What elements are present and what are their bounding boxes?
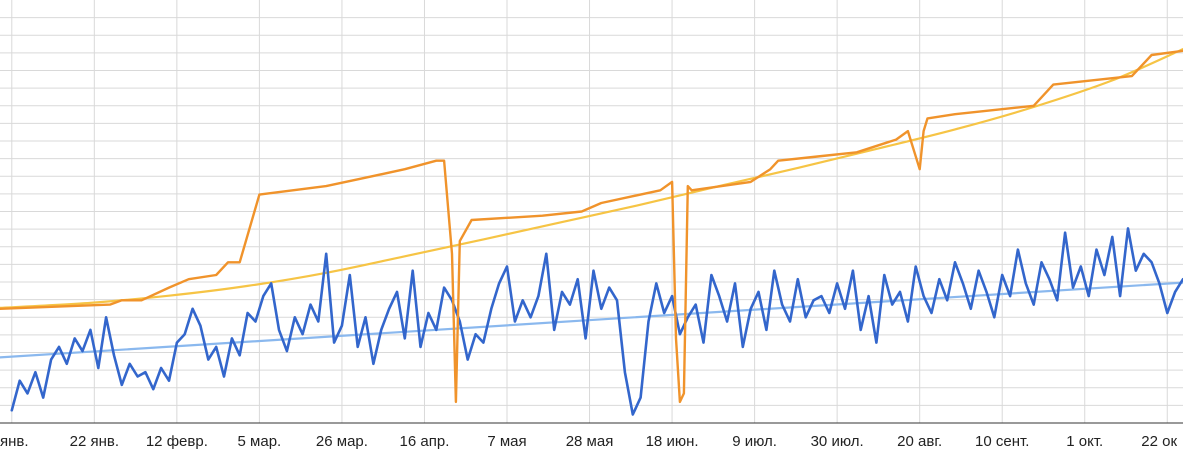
grid (0, 0, 1183, 423)
series-line-cumulative-trend (0, 48, 1183, 309)
x-tick-label: 16 апр. (400, 433, 450, 450)
x-tick-label: 5 мар. (238, 433, 282, 450)
x-tick-label: 9 июл. (732, 433, 777, 450)
x-tick-label: 20 авг. (897, 433, 942, 450)
x-tick-label: 28 мая (566, 433, 614, 450)
x-tick-label: 30 июл. (811, 433, 864, 450)
series-line-daily (10, 227, 1183, 416)
x-tick-label: 22 янв. (70, 433, 119, 450)
x-tick-label: янв. (0, 433, 29, 450)
x-tick-labels: янв. 22 янв. 12 февр. 5 мар. 26 мар. 16 апр. 7… (0, 433, 1177, 450)
x-tick-label: 1 окт. (1066, 433, 1103, 450)
x-tick-label: 10 сент. (975, 433, 1029, 450)
x-tick-label: 12 февр. (146, 433, 208, 450)
series-group (0, 48, 1183, 416)
x-tick-label: 7 мая (487, 433, 526, 450)
x-tick-label: 22 ок (1141, 433, 1177, 450)
x-tick-label: 18 июн. (646, 433, 699, 450)
x-tick-label: 26 мар. (316, 433, 368, 450)
series-line-cumulative (0, 49, 1183, 404)
series-line-daily-trend (0, 281, 1183, 359)
